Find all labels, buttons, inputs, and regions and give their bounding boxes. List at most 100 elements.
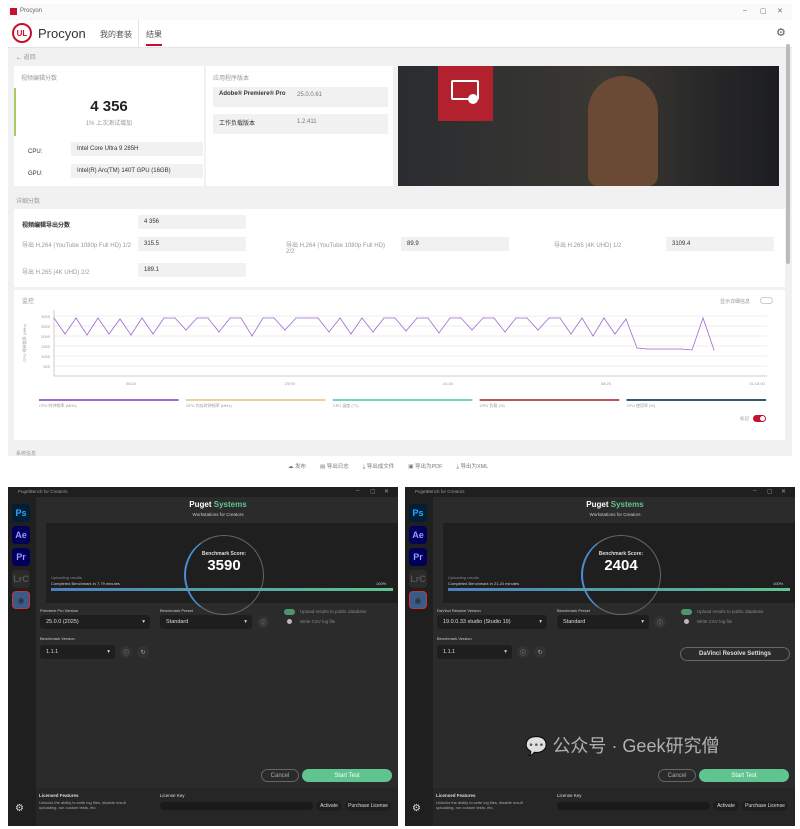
license-key-input[interactable] [160, 802, 313, 810]
app-chip-ps[interactable]: Ps [409, 504, 427, 522]
chevron-down-icon: ▾ [539, 619, 542, 625]
app-header: UL Procyon 我的套装 结果 ⚙ [8, 20, 792, 48]
settings-gear-icon[interactable]: ⚙ [412, 803, 421, 814]
preset-select[interactable]: Standard ▾ [557, 615, 649, 629]
toolbar-label: 导出为PDF [415, 464, 443, 470]
preset-label: Benchmark Preset [160, 608, 193, 613]
preset-select[interactable]: Standard ▾ [160, 615, 252, 629]
minimize-icon[interactable]: – [356, 488, 360, 494]
app-version-select[interactable]: 25.0.0 (2025) ▾ [40, 615, 150, 629]
chevron-down-icon: ▾ [641, 619, 644, 625]
app-chip-pr[interactable]: Pr [409, 548, 427, 566]
purchase-license-button[interactable]: Purchase License [742, 801, 788, 811]
toolbar-button[interactable]: ▤ 导出日志 [320, 462, 349, 472]
data-point [240, 317, 242, 319]
maximize-icon[interactable]: ▢ [370, 489, 376, 495]
scrollbar[interactable] [786, 44, 790, 264]
detail-item-value: 315.5 [138, 237, 246, 251]
legend-swatch [626, 399, 767, 401]
app-version-select[interactable]: 19.0.0.33 studio (Studio 19) ▾ [437, 615, 547, 629]
x-tick-label: 41:40 [443, 381, 454, 386]
version-name: Adobe® Premiere® Pro [219, 91, 286, 97]
app-chip-pr[interactable]: Pr [12, 548, 30, 566]
minimize-icon[interactable]: – [743, 7, 747, 14]
csv-radio[interactable] [684, 619, 689, 624]
start-test-button[interactable]: Start Test [699, 769, 789, 782]
info-icon[interactable]: ⓘ [257, 616, 269, 628]
settings-gear-icon[interactable]: ⚙ [15, 803, 24, 814]
cancel-button[interactable]: Cancel [658, 769, 696, 782]
app-chip-ps[interactable]: Ps [12, 504, 30, 522]
start-test-button[interactable]: Start Test [302, 769, 392, 782]
close-icon[interactable]: ✕ [777, 8, 783, 15]
data-point [141, 317, 143, 319]
monitor-chart: 500 1000 1500 2000 2500 3000 CPU 时钟频率 (MHz) 08:… [21, 310, 767, 422]
select-value: Standard [563, 619, 586, 625]
license-key-label: License Key [160, 793, 185, 798]
resolve-icon: ◉ [414, 595, 422, 605]
toolbar-button[interactable]: ▣ 导出为PDF [408, 462, 442, 472]
y-tick-label: 2000 [41, 334, 51, 339]
score-label: Benchmark Score: [201, 551, 247, 557]
app-chip-resolve[interactable]: ◉ [12, 591, 30, 609]
tab-results[interactable]: 结果 [146, 29, 162, 46]
info-icon[interactable]: ⓘ [120, 646, 132, 658]
purchase-license-button[interactable]: Purchase License [345, 801, 391, 811]
upload-toggle[interactable] [284, 609, 295, 615]
app-chip-lrc[interactable]: LrC [12, 570, 30, 588]
data-point [328, 331, 330, 333]
activate-button[interactable]: Activate [316, 801, 342, 811]
monitor-card: 监控 显示详细信息 500 1000 1500 2000 2500 3000 CPU 时钟频… [14, 290, 785, 440]
close-icon[interactable]: ✕ [384, 489, 390, 495]
chevron-down-icon: ▾ [504, 649, 507, 655]
license-key-input[interactable] [557, 802, 710, 810]
benchmark-version-select[interactable]: 1.1.1 ▾ [437, 645, 512, 659]
app-chip-ae[interactable]: Ae [12, 526, 30, 544]
csv-radio[interactable] [287, 619, 292, 624]
settings-gear-icon[interactable]: ⚙ [776, 27, 786, 39]
cancel-button[interactable]: Cancel [261, 769, 299, 782]
progress-percent: 100% [773, 581, 784, 586]
details-toggle[interactable] [760, 297, 773, 304]
data-point [295, 317, 297, 319]
maximize-icon[interactable]: ▢ [767, 489, 773, 495]
chevron-down-icon: ▾ [142, 619, 145, 625]
window-title: PugetBench for Creators [18, 489, 68, 494]
watermark-text: 公众号 · Geek研究僧 [552, 736, 720, 756]
button-label: Cancel [667, 772, 687, 779]
info-icon[interactable]: ⓘ [517, 646, 529, 658]
refresh-icon[interactable]: ↻ [534, 646, 546, 658]
tab-my-suites[interactable]: 我的套装 [100, 30, 132, 39]
data-point [119, 318, 121, 320]
refresh-icon[interactable]: ↻ [137, 646, 149, 658]
upload-label: Upload results to public database [300, 609, 367, 614]
upload-label: Upload results to public database [697, 609, 764, 614]
progress-bar [51, 588, 393, 591]
data-point [438, 332, 440, 334]
status-uploading: Uploading results [51, 575, 82, 580]
legend-label: CPU 使用率 (%) [627, 402, 657, 408]
app-chip-resolve[interactable]: ◉ [409, 591, 427, 609]
app-chip-lrc[interactable]: LrC [409, 570, 427, 588]
benchmark-version-select[interactable]: 1.1.1 ▾ [40, 645, 115, 659]
app-chip-ae[interactable]: Ae [409, 526, 427, 544]
toolbar-button[interactable]: ⤓ 导出成文件 [363, 462, 394, 472]
toolbar-button[interactable]: ☁ 发布 [288, 462, 306, 472]
back-link[interactable]: ← 返回 [16, 52, 36, 61]
details-toggle-label: 显示详细信息 [720, 299, 751, 305]
activate-button[interactable]: Activate [713, 801, 739, 811]
maximize-icon[interactable]: ▢ [760, 8, 767, 15]
detail-item-label: 导出 H.264 (YouTube 1080p Full HD) 2/2 [286, 243, 385, 255]
data-point [482, 317, 484, 319]
brand: Puget [189, 500, 212, 509]
close-icon[interactable]: ✕ [781, 489, 787, 495]
minimize-icon[interactable]: – [753, 488, 757, 494]
version-value: 1.2.411 [297, 119, 317, 125]
resolve-settings-button[interactable]: DaVinci Resolve Settings [680, 647, 790, 661]
upload-toggle[interactable] [681, 609, 692, 615]
toolbar-button[interactable]: ⤓ 导出为XML [457, 462, 489, 472]
puget-window-premiere: PugetBench for Creators – ▢ ✕ Ps Ae Pr LrC ◉ ⚙… [8, 487, 398, 826]
info-icon[interactable]: ⓘ [654, 616, 666, 628]
data-point [383, 317, 385, 319]
version-name: 工作负载版本 [219, 121, 256, 127]
